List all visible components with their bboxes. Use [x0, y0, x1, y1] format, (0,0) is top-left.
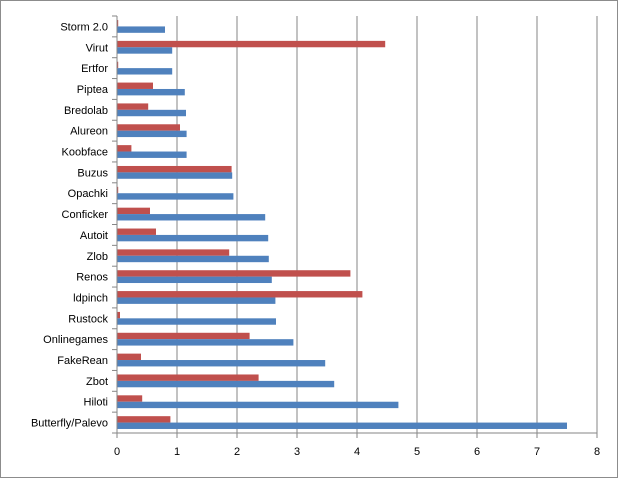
- bar-blue-18: [117, 401, 399, 409]
- x-tick-label: 4: [354, 446, 360, 458]
- bar-blue-3: [117, 88, 185, 96]
- category-label: Onlinegames: [43, 334, 108, 346]
- bar-blue-12: [117, 276, 272, 284]
- bar-red-18: [117, 395, 143, 402]
- axes: [112, 15, 598, 438]
- x-tick-label: 0: [114, 446, 120, 458]
- bar-red-12: [117, 270, 351, 277]
- category-label: Ertfor: [81, 63, 108, 75]
- bar-red-6: [117, 145, 132, 152]
- bar-blue-17: [117, 380, 335, 388]
- bar-blue-11: [117, 255, 269, 263]
- bar-red-8: [117, 186, 119, 194]
- category-label: Zbot: [86, 376, 108, 388]
- x-tick-label: 2: [234, 446, 240, 458]
- bar-red-14: [117, 311, 120, 319]
- bar-blue-0: [117, 26, 165, 33]
- category-label: Hiloti: [84, 397, 108, 409]
- category-label: Opachki: [68, 188, 108, 200]
- category-label: Bredolab: [64, 105, 108, 117]
- category-label: Virut: [86, 42, 108, 54]
- x-tick-label: 3: [294, 446, 300, 458]
- category-label: Alureon: [70, 126, 108, 138]
- bar-red-19: [117, 416, 171, 423]
- category-label: Storm 2.0: [60, 21, 108, 33]
- category-label: Rustock: [68, 313, 108, 325]
- gridlines: [176, 16, 598, 433]
- category-label: Butterfly/Palevo: [31, 418, 108, 430]
- bars: [117, 20, 567, 429]
- bar-red-16: [117, 353, 141, 361]
- bar-red-13: [117, 291, 363, 298]
- bar-blue-13: [117, 297, 276, 304]
- bar-blue-2: [117, 68, 173, 75]
- bar-red-2: [117, 61, 119, 69]
- bar-red-7: [117, 165, 232, 173]
- bar-red-17: [117, 374, 259, 381]
- bar-blue-8: [117, 193, 234, 200]
- category-label: Piptea: [77, 84, 109, 96]
- bar-blue-19: [117, 422, 567, 429]
- bar-blue-7: [117, 172, 233, 179]
- bar-blue-6: [117, 151, 187, 158]
- bar-red-15: [117, 332, 250, 340]
- x-tick-label: 6: [474, 446, 480, 458]
- category-label: Autoit: [80, 230, 108, 242]
- bar-red-3: [117, 82, 153, 89]
- bar-blue-1: [117, 47, 173, 54]
- x-tick-label: 7: [534, 446, 540, 458]
- bar-blue-10: [117, 234, 269, 242]
- bar-red-9: [117, 207, 150, 215]
- bar-blue-15: [117, 339, 294, 346]
- bar-blue-14: [117, 318, 276, 325]
- category-label: Conficker: [62, 209, 109, 221]
- category-label: Buzus: [77, 167, 108, 179]
- bar-blue-16: [117, 360, 326, 367]
- category-label: Renos: [76, 272, 108, 284]
- bar-blue-9: [117, 214, 266, 221]
- bar-blue-5: [117, 130, 187, 138]
- category-label: Koobface: [62, 147, 108, 159]
- bar-red-10: [117, 228, 156, 235]
- category-label: FakeRean: [57, 355, 108, 367]
- category-label: Zlob: [87, 251, 108, 263]
- labels: 0 1 2 3 4 5 6 7 8 Storm 2.0 Virut Ertfor Piptea Bredo…: [31, 21, 600, 458]
- bar-red-11: [117, 249, 230, 256]
- bar-red-1: [117, 40, 386, 48]
- x-tick-label: 8: [594, 446, 600, 458]
- x-tick-label: 1: [174, 446, 180, 458]
- bar-red-5: [117, 124, 180, 131]
- x-tick-label: 5: [414, 446, 420, 458]
- bar-red-4: [117, 103, 149, 110]
- category-label: ldpinch: [73, 292, 108, 304]
- bar-red-0: [117, 20, 119, 27]
- bar-blue-4: [117, 109, 186, 117]
